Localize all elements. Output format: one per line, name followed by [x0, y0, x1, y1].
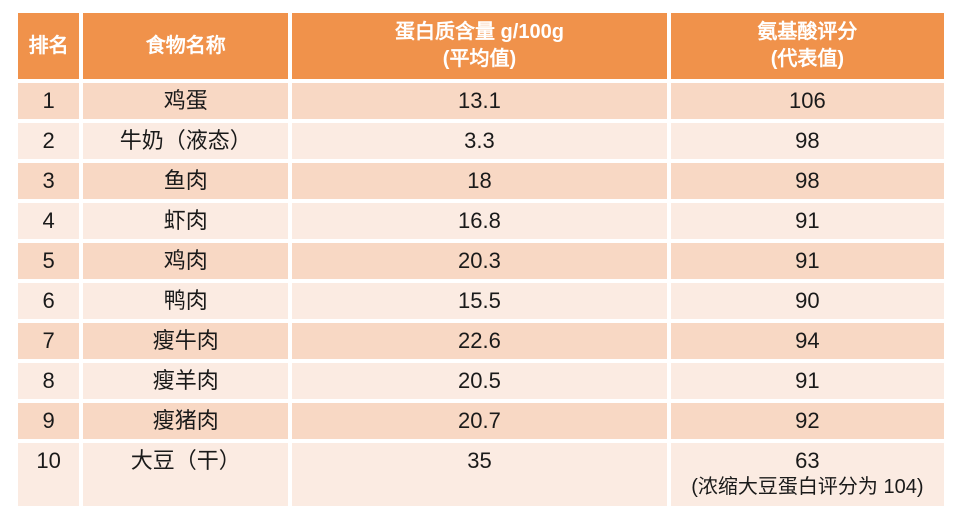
- cell-score: 63 (浓缩大豆蛋白评分为 104): [670, 443, 944, 506]
- table-row: 2 牛奶（液态） 3.3 98: [18, 123, 944, 159]
- table-row: 6 鸭肉 15.5 90: [18, 283, 944, 319]
- score-note: (浓缩大豆蛋白评分为 104): [691, 476, 924, 498]
- header-label: 氨基酸评分: [757, 21, 858, 43]
- protein-score-table: 排名 食物名称 蛋白质含量 g/100g (平均值) 氨基酸评分 (代表值) 1…: [14, 9, 948, 510]
- cell-rank: 7: [18, 323, 80, 359]
- cell-rank: 2: [18, 123, 80, 159]
- header-label: 排名: [28, 34, 69, 57]
- cell-score: 94: [670, 323, 944, 359]
- cell-food: 鸭肉: [83, 283, 289, 319]
- table-row: 9 瘦猪肉 20.7 92: [18, 403, 944, 439]
- cell-rank: 3: [18, 163, 80, 199]
- column-header-protein: 蛋白质含量 g/100g (平均值): [292, 13, 667, 79]
- header-label: 食物名称: [145, 34, 226, 57]
- cell-food: 虾肉: [83, 203, 289, 239]
- column-header-score: 氨基酸评分 (代表值): [670, 13, 944, 79]
- cell-score: 92: [670, 403, 944, 439]
- cell-food: 牛奶（液态）: [83, 123, 289, 159]
- cell-protein: 18: [292, 163, 667, 199]
- column-header-food: 食物名称: [83, 13, 289, 79]
- cell-food: 瘦猪肉: [83, 403, 289, 439]
- cell-protein: 20.7: [292, 403, 667, 439]
- header-sublabel: (平均值): [442, 48, 517, 70]
- column-header-rank: 排名: [18, 13, 80, 79]
- cell-score: 91: [670, 203, 944, 239]
- cell-food: 鸡肉: [83, 243, 289, 279]
- header-row: 排名 食物名称 蛋白质含量 g/100g (平均值) 氨基酸评分 (代表值): [18, 13, 944, 79]
- cell-protein: 35: [292, 443, 667, 506]
- cell-protein: 20.5: [292, 363, 667, 399]
- cell-food: 鱼肉: [83, 163, 289, 199]
- table-row: 10 大豆（干） 35 63 (浓缩大豆蛋白评分为 104): [18, 443, 944, 506]
- header-label: 蛋白质含量 g/100g: [395, 21, 564, 43]
- cell-score: 98: [670, 123, 944, 159]
- table-row: 3 鱼肉 18 98: [18, 163, 944, 199]
- cell-score: 98: [670, 163, 944, 199]
- cell-rank: 5: [18, 243, 80, 279]
- score-value: 63: [795, 448, 820, 473]
- cell-score: 91: [670, 363, 944, 399]
- table-header: 排名 食物名称 蛋白质含量 g/100g (平均值) 氨基酸评分 (代表值): [18, 13, 944, 79]
- table-body: 1 鸡蛋 13.1 106 2 牛奶（液态） 3.3 98 3 鱼肉 18 98…: [18, 83, 944, 506]
- cell-score: 106: [670, 83, 944, 119]
- header-sublabel: (代表值): [770, 48, 845, 70]
- cell-rank: 9: [18, 403, 80, 439]
- table-row: 5 鸡肉 20.3 91: [18, 243, 944, 279]
- cell-score: 91: [670, 243, 944, 279]
- cell-protein: 15.5: [292, 283, 667, 319]
- cell-rank: 1: [18, 83, 80, 119]
- cell-food: 鸡蛋: [83, 83, 289, 119]
- cell-protein: 13.1: [292, 83, 667, 119]
- table-row: 7 瘦牛肉 22.6 94: [18, 323, 944, 359]
- cell-protein: 22.6: [292, 323, 667, 359]
- cell-score: 90: [670, 283, 944, 319]
- table-row: 8 瘦羊肉 20.5 91: [18, 363, 944, 399]
- cell-rank: 8: [18, 363, 80, 399]
- cell-food: 瘦羊肉: [83, 363, 289, 399]
- cell-food: 大豆（干）: [83, 443, 289, 506]
- cell-protein: 16.8: [292, 203, 667, 239]
- cell-rank: 6: [18, 283, 80, 319]
- cell-protein: 3.3: [292, 123, 667, 159]
- table-row: 4 虾肉 16.8 91: [18, 203, 944, 239]
- cell-food: 瘦牛肉: [83, 323, 289, 359]
- cell-protein: 20.3: [292, 243, 667, 279]
- cell-rank: 10: [18, 443, 80, 506]
- cell-rank: 4: [18, 203, 80, 239]
- table-row: 1 鸡蛋 13.1 106: [18, 83, 944, 119]
